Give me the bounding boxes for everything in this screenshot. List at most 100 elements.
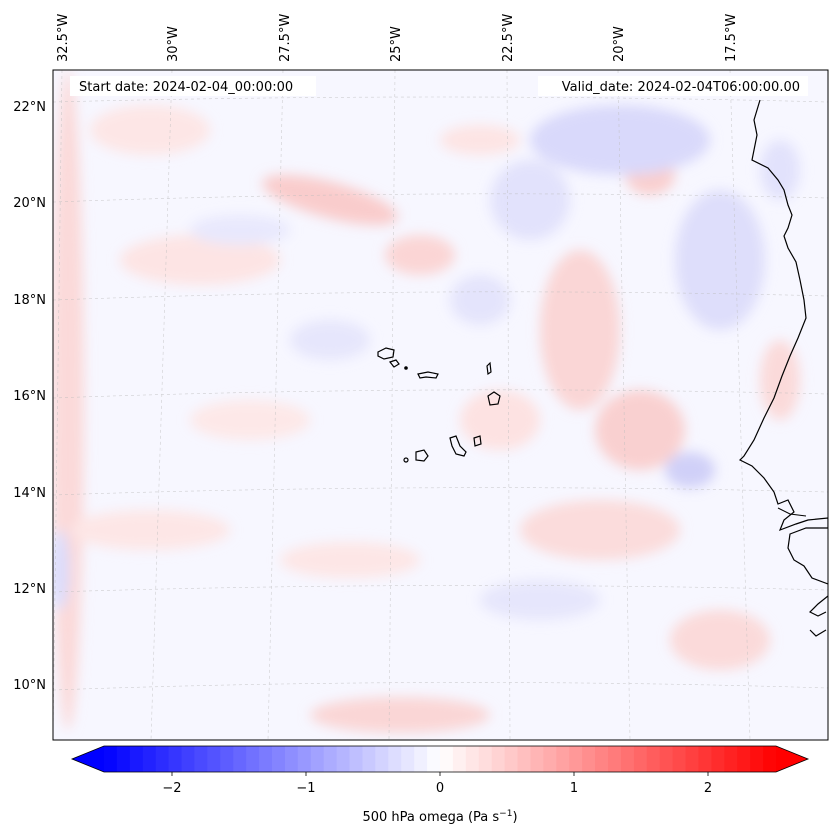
colorbar-cell — [517, 746, 532, 772]
colorbar-cell — [414, 746, 428, 772]
colorbar-cell — [452, 746, 467, 772]
colorbar-label-close: ) — [512, 810, 517, 825]
colorbar-cell — [194, 746, 208, 772]
africa-coastline — [738, 99, 828, 637]
island-santo-antao — [377, 347, 395, 360]
lon-label-20w: 20°W — [612, 26, 627, 62]
colorbar-cell — [233, 746, 247, 772]
colorbar-cell — [155, 746, 170, 772]
colorbar-cell — [633, 746, 648, 772]
map-frame — [52, 69, 829, 741]
omega-field — [53, 70, 800, 733]
colorbar-ticks — [171, 772, 709, 776]
colorbar-cell — [349, 746, 364, 772]
island-sao-vicente — [388, 359, 400, 368]
colorbar: −2 −1 0 1 2 500 hPa omega (Pa s−1) — [70, 745, 810, 825]
colorbar-cell — [142, 746, 157, 772]
colorbar-cell — [620, 746, 635, 772]
island-santa-luzia — [404, 366, 408, 370]
longitude-labels: 32.5°W 30°W 27.5°W 25°W 22.5°W 20°W 17.5… — [56, 14, 739, 62]
island-sal — [486, 361, 492, 376]
colorbar-cell — [362, 746, 376, 772]
colorbar-cell — [284, 746, 299, 772]
colorbar-cell — [181, 746, 196, 772]
colorbar-cell — [685, 746, 700, 772]
start-date-text: Start date: 2024-02-04_00:00:00 — [79, 80, 293, 95]
colorbar-cell — [401, 746, 415, 772]
colorbar-cell — [207, 746, 221, 772]
lon-label-30w: 30°W — [166, 26, 181, 62]
colorbar-cell — [530, 746, 544, 772]
colorbar-cell — [763, 746, 777, 772]
lat-label-22n: 22°N — [13, 100, 46, 115]
colorbar-cell — [336, 746, 351, 772]
colorbar-tick-2: 2 — [704, 781, 712, 796]
island-boa-vista — [487, 391, 501, 406]
lon-label-17-5w: 17.5°W — [724, 14, 739, 62]
colorbar-cell — [543, 746, 557, 772]
valid-date-box — [538, 76, 808, 96]
colorbar-tick-0: 0 — [436, 781, 444, 796]
colorbar-cell — [116, 746, 131, 772]
start-date-box — [70, 76, 316, 96]
map-area: Start date: 2024-02-04_00:00:00 Valid_da… — [53, 70, 828, 740]
colorbar-outline — [70, 745, 810, 773]
colorbar-cell — [672, 746, 687, 772]
lon-label-27-5w: 27.5°W — [278, 14, 293, 62]
colorbar-cell — [491, 746, 506, 772]
colorbar-cell — [129, 746, 144, 772]
colorbar-cell — [440, 746, 454, 772]
colorbar-cell — [698, 746, 712, 772]
colorbar-cell — [104, 746, 118, 772]
colorbar-cell — [737, 746, 751, 772]
lon-label-32-5w: 32.5°W — [56, 14, 71, 62]
cape-verde-islands — [377, 347, 501, 463]
colorbar-cell — [556, 746, 570, 772]
latitude-labels: 22°N 20°N 18°N 16°N 14°N 12°N 10°N — [13, 100, 46, 693]
africa-coastline-estuary — [777, 507, 807, 517]
lon-label-22-5w: 22.5°W — [501, 14, 516, 62]
island-maio — [473, 435, 482, 447]
colorbar-tick-neg1: −1 — [296, 781, 315, 796]
colorbar-label-superscript: −1 — [499, 809, 512, 819]
colorbar-cell — [504, 746, 519, 772]
lat-label-16n: 16°N — [13, 389, 46, 404]
colorbar-cell — [646, 746, 661, 772]
colorbar-cell — [569, 746, 583, 772]
lat-label-18n: 18°N — [13, 293, 46, 308]
colorbar-cell — [608, 746, 622, 772]
colorbar-cell — [478, 746, 493, 772]
colorbar-cell — [724, 746, 738, 772]
colorbar-cell — [272, 746, 286, 772]
colorbar-cell — [168, 746, 183, 772]
colorbar-cell — [246, 746, 260, 772]
colorbar-cell — [427, 746, 441, 772]
colorbar-cell — [323, 746, 338, 772]
colorbar-cell — [388, 746, 402, 772]
island-fogo — [415, 449, 429, 462]
colorbar-tick-1: 1 — [570, 781, 578, 796]
island-brava — [403, 457, 409, 463]
colorbar-tick-neg2: −2 — [162, 781, 181, 796]
island-sao-nicolau — [417, 371, 439, 379]
colorbar-cell — [220, 746, 234, 772]
colorbar-cell — [711, 746, 725, 772]
colorbar-cell — [375, 746, 389, 772]
colorbar-extend-high — [776, 746, 808, 772]
colorbar-cells — [72, 746, 808, 772]
colorbar-cell — [465, 746, 480, 772]
colorbar-cell — [310, 746, 325, 772]
lat-label-20n: 20°N — [13, 196, 46, 211]
colorbar-cell — [297, 746, 312, 772]
colorbar-label-text: 500 hPa omega (Pa s — [362, 810, 499, 825]
lon-label-25w: 25°W — [389, 26, 404, 62]
lat-label-14n: 14°N — [13, 486, 46, 501]
colorbar-cell — [595, 746, 609, 772]
colorbar-label: 500 hPa omega (Pa s−1) — [362, 809, 517, 825]
colorbar-cell — [259, 746, 273, 772]
island-santiago — [449, 435, 467, 457]
colorbar-cell — [582, 746, 596, 772]
colorbar-cell — [750, 746, 764, 772]
lat-label-12n: 12°N — [13, 582, 46, 597]
graticule — [53, 70, 828, 740]
